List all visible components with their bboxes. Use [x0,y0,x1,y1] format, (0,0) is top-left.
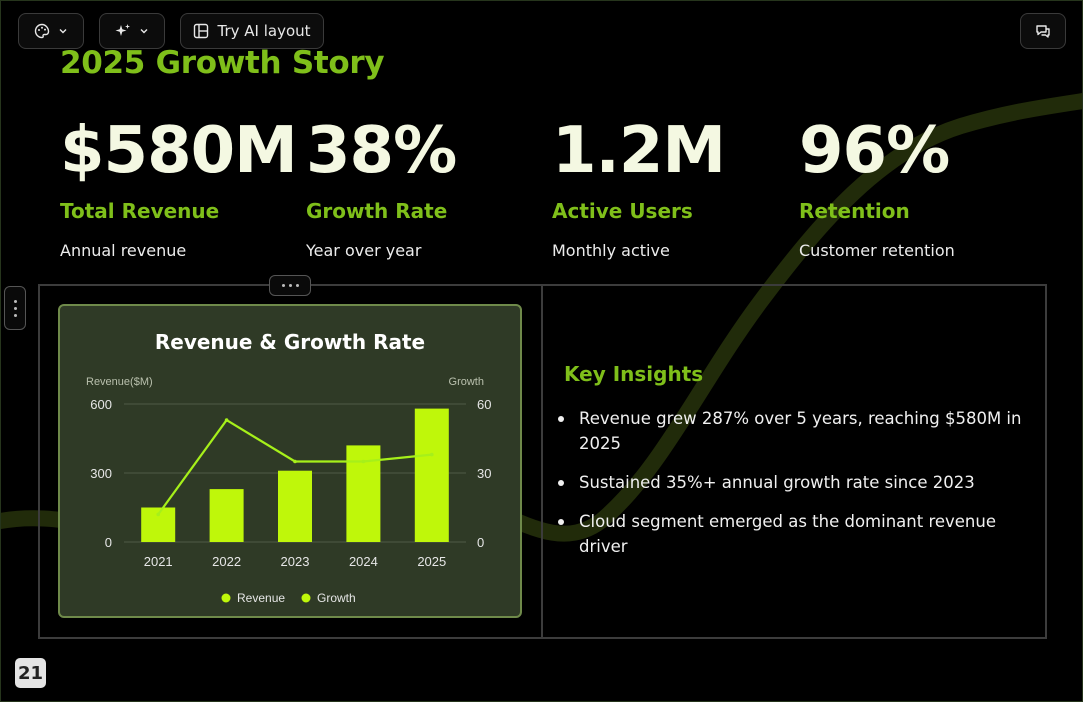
x-tick-label: 2021 [144,554,173,569]
y-axis-left-label: Revenue($M) [86,376,153,388]
y-axis-right-label: Growth [449,376,484,388]
column-divider[interactable] [541,284,543,639]
growth-point-2025 [430,452,434,457]
block-drag-handle[interactable] [4,286,26,330]
stat-active-users[interactable]: 1.2M Active Users Monthly active [552,113,792,260]
stat-label: Total Revenue [60,199,220,223]
insights-title[interactable]: Key Insights [564,362,704,386]
stat-subtext: Annual revenue [60,241,187,260]
chevron-down-icon [59,29,67,34]
bar-2022 [209,489,244,542]
y-tick-label-right: 30 [477,466,491,481]
stat-subtext: Year over year [306,241,422,260]
x-tick-label: 2022 [212,554,241,569]
palette-icon [34,23,50,39]
growth-point-2024 [361,459,366,464]
growth-point-2021 [156,512,160,517]
y-tick-label-left: 0 [105,535,112,550]
x-tick-label: 2024 [349,554,378,569]
y-tick-label-left: 600 [90,397,112,412]
chart-title: Revenue & Growth Rate [154,330,426,354]
comment-icon [1036,25,1050,38]
stat-value: 96% [799,114,950,188]
slide-title[interactable]: 2025 Growth Story [60,45,385,81]
list-item[interactable]: Sustained 35%+ annual growth rate since … [557,470,1029,495]
growth-point-2023 [293,459,297,464]
stat-subtext: Monthly active [552,241,670,260]
stat-retention[interactable]: 96% Retention Customer retention [799,113,1039,260]
growth-point-2022 [224,418,229,422]
bar-2023 [278,470,312,542]
stat-growth-rate[interactable]: 38% Growth Rate Year over year [306,113,546,260]
stat-value: 1.2M [552,114,726,188]
chart-card[interactable]: Revenue & Growth Rate Revenue($M) Growth 6… [58,304,522,618]
legend-revenue-label: Revenue [237,591,285,605]
comments-button[interactable] [1020,13,1066,49]
legend-growth-swatch [301,593,311,603]
stat-value: 38% [306,114,457,188]
try-ai-layout-button[interactable]: Try AI layout [180,13,324,49]
ai-assist-button[interactable] [99,13,165,49]
x-tick-label: 2025 [417,554,446,569]
stat-label: Retention [799,199,910,223]
legend-growth-label: Growth [317,591,356,605]
bar-2025 [414,408,449,542]
layout-icon [194,23,209,39]
y-tick-label-right: 0 [477,535,484,550]
page-number-badge[interactable]: 21 [15,658,46,688]
stat-total-revenue[interactable]: $580M Total Revenue Annual revenue [60,113,300,260]
insights-list: Revenue grew 287% over 5 years, reaching… [557,406,1029,573]
stat-label: Active Users [552,199,693,223]
list-item[interactable]: Revenue grew 287% over 5 years, reaching… [557,406,1029,456]
y-tick-label-left: 300 [90,466,112,481]
y-tick-label-right: 60 [477,397,491,412]
try-ai-layout-label: Try AI layout [217,22,311,40]
list-item[interactable]: Cloud segment emerged as the dominant re… [557,509,1029,559]
stat-label: Growth Rate [306,199,448,223]
stat-subtext: Customer retention [799,241,955,260]
x-tick-label: 2023 [281,554,310,569]
stat-value: $580M [60,114,298,188]
column-drag-handle[interactable] [269,275,311,296]
chevron-down-icon [140,29,148,34]
legend-revenue-swatch [221,593,231,603]
sparkle-icon [115,24,130,36]
theme-button[interactable] [18,13,84,49]
